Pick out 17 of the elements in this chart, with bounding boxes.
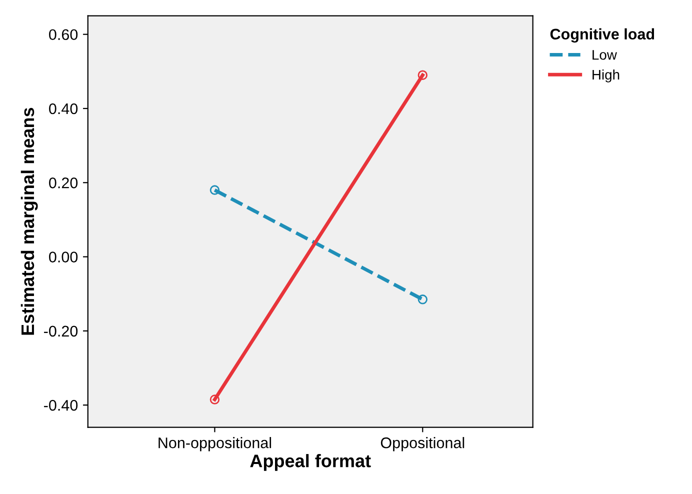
- x-axis-title: Appeal format: [250, 454, 371, 471]
- x-tick-label: Non-oppositional: [158, 437, 272, 452]
- point: [210, 185, 220, 195]
- y-tick-label: 0.00: [49, 252, 78, 262]
- x-tick-label: Oppositional: [380, 437, 464, 452]
- y-tick-label: 0.60: [49, 29, 78, 40]
- legend-title: Cognitive load: [550, 28, 654, 43]
- y-tick-label: -0.40: [44, 400, 78, 411]
- y-tick-label: 0.20: [49, 178, 78, 188]
- point: [418, 294, 428, 304]
- y-tick-label: 0.40: [49, 103, 78, 114]
- y-tick-label: -0.20: [44, 326, 78, 337]
- point: [418, 70, 428, 80]
- legend-label: High: [592, 69, 620, 82]
- y-axis-title: Estimated marginal means: [20, 108, 38, 335]
- point: [210, 394, 220, 404]
- legend-label: Low: [592, 50, 617, 60]
